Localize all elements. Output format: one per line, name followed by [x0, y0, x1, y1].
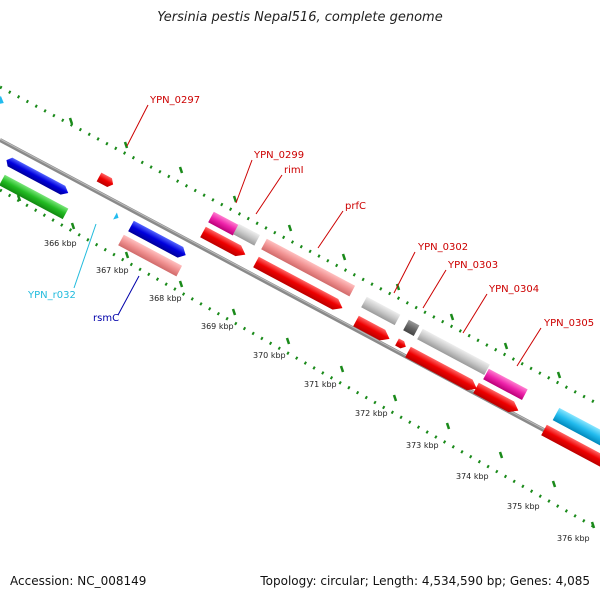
feature-YPN_0302[interactable] [361, 296, 401, 326]
feature-cyan-right[interactable] [552, 407, 600, 449]
feature-green-bar[interactable] [0, 174, 69, 220]
accession-text: Accession: NC_008149 [10, 574, 147, 588]
tick-label: 371 kbp [304, 380, 337, 389]
outer-ruler-ticks [68, 117, 562, 379]
feature-red-right[interactable] [541, 424, 600, 469]
tick-label: 366 kbp [44, 239, 77, 248]
tick-label: 373 kbp [406, 441, 439, 450]
gene-labels: YPN_0297 YPN_0299 rimI prfC YPN_0302 YPN… [27, 95, 594, 329]
tick-label: 370 kbp [253, 351, 286, 360]
gene-label-YPN_0304[interactable]: YPN_0304 [488, 284, 539, 295]
feature-YPN_0305[interactable] [473, 382, 521, 416]
tick-label: 368 kbp [149, 294, 182, 303]
gene-label-YPN_0302[interactable]: YPN_0302 [417, 242, 468, 253]
gene-label-rsmC[interactable]: rsmC [93, 313, 119, 324]
tick-label: 372 kbp [355, 409, 388, 418]
feature-blue-arrow-1[interactable] [4, 156, 70, 198]
genome-backbone [0, 138, 600, 462]
feature-YPN_r032[interactable] [113, 212, 120, 221]
feature-red-arrow-1[interactable] [200, 226, 248, 260]
tick-label: 367 kbp [96, 266, 129, 275]
gene-label-YPN_r032[interactable]: YPN_r032 [27, 290, 76, 301]
feature-pink-bar-1[interactable] [118, 234, 183, 277]
label-leader-lines [73, 104, 542, 367]
map-title: Yersinia pestis Nepal516, complete genom… [157, 10, 443, 25]
feature-cyan-marker[interactable] [0, 95, 6, 108]
feature-red-arrow-4[interactable] [405, 346, 479, 394]
feature-YPN_0299[interactable] [208, 211, 239, 236]
gene-label-rimI[interactable]: rimI [284, 165, 304, 176]
tick-labels: 366 kbp 367 kbp 368 kbp 369 kbp 370 kbp … [44, 239, 590, 543]
feature-YPN_0303[interactable] [403, 319, 420, 336]
gene-label-YPN_0305[interactable]: YPN_0305 [543, 318, 594, 329]
inner-ruler-ticks [16, 194, 596, 529]
feature-red-small[interactable] [395, 338, 408, 350]
feature-red-arrow-3[interactable] [353, 315, 392, 344]
feature-YPN_0304[interactable] [483, 368, 528, 400]
outer-ruler-line [0, 85, 600, 407]
gene-label-prfC[interactable]: prfC [345, 201, 366, 212]
gene-label-YPN_0303[interactable]: YPN_0303 [447, 260, 498, 271]
feature-rimI[interactable] [233, 223, 261, 246]
features [0, 95, 600, 469]
feature-YPN_0297[interactable] [96, 172, 116, 189]
tick-label: 369 kbp [201, 322, 234, 331]
genome-summary-text: Topology: circular; Length: 4,534,590 bp… [260, 574, 590, 588]
feature-prfC[interactable] [261, 238, 356, 297]
gene-label-YPN_0299[interactable]: YPN_0299 [253, 150, 304, 161]
feature-rsmC[interactable] [128, 220, 188, 261]
tick-label: 374 kbp [456, 472, 489, 481]
tick-label: 375 kbp [507, 502, 540, 511]
feature-gray-long[interactable] [417, 328, 490, 376]
gene-label-YPN_0297[interactable]: YPN_0297 [149, 95, 200, 106]
tick-label: 376 kbp [557, 534, 590, 543]
feature-red-arrow-2[interactable] [253, 256, 345, 314]
